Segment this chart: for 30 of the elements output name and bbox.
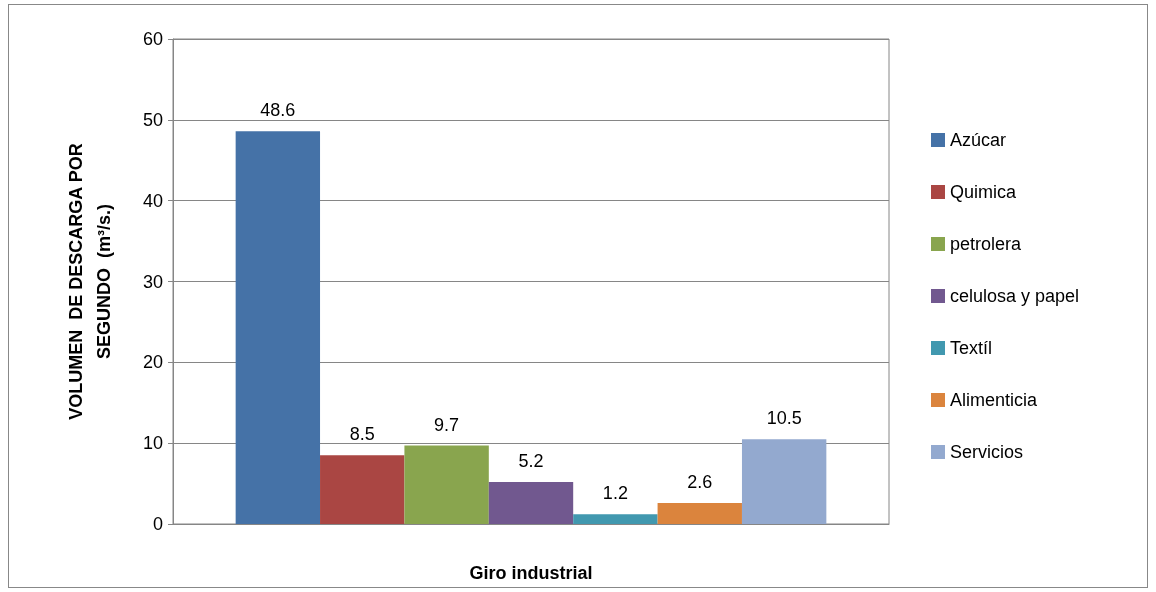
bar: [488, 481, 574, 524]
y-tick-label: 30: [142, 271, 163, 292]
y-tick-label: 20: [142, 352, 163, 373]
x-axis-title: Giro industrial: [469, 563, 593, 583]
data-label: 5.2: [518, 450, 544, 471]
legend-label: Quimica: [950, 182, 1017, 202]
legend-label: Alimenticia: [950, 390, 1039, 410]
data-label: 2.6: [687, 471, 713, 492]
legend-label: Servicios: [950, 442, 1024, 462]
bar: [657, 502, 742, 524]
bar: [741, 439, 827, 524]
bar: [235, 131, 321, 524]
y-tick-label: 50: [142, 109, 163, 130]
y-tick-label: 10: [142, 433, 163, 454]
data-label: 9.7: [434, 414, 460, 435]
data-label: 1.2: [602, 483, 628, 504]
y-axis-title: VOLUMEN DE DESCARGA POR SEGUNDO (m³/s.): [66, 143, 114, 420]
y-tick-label: 40: [142, 190, 163, 211]
data-label: 10.5: [766, 408, 802, 429]
legend-label: celulosa y papel: [950, 286, 1080, 306]
bar: [404, 445, 489, 524]
legend-label: petrolera: [950, 234, 1023, 254]
data-label: 48.6: [260, 100, 296, 121]
bar: [320, 455, 405, 524]
y-tick-label: 0: [152, 514, 163, 534]
legend-label: Textíl: [950, 338, 993, 358]
data-label: 8.5: [349, 424, 375, 445]
bar: [573, 514, 658, 524]
legend-label: Azúcar: [950, 130, 1007, 150]
y-tick-label: 60: [142, 29, 163, 49]
